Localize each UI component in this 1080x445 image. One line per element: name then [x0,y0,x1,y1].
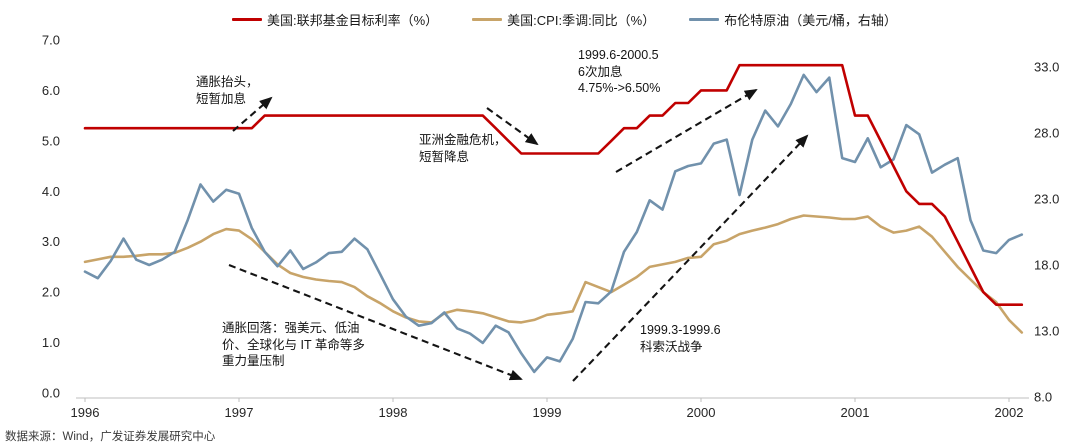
left-axis-tick-label: 2.0 [42,285,60,300]
x-axis-tick-label: 2001 [841,405,870,420]
legend-item-brent: 布伦特原油（美元/桶，右轴） [689,10,897,29]
left-axis-tick-label: 7.0 [42,32,60,47]
x-axis-tick-label: 2002 [995,405,1024,420]
annotation-six-rate-hikes: 1999.6-2000.5 6次加息 4.75%->6.50% [578,48,661,95]
annotation-arrow-inflation-pickup [232,96,273,132]
annotation-arrow-kosovo-war [572,134,809,382]
left-axis-tick-label: 1.0 [42,335,60,350]
legend-label: 布伦特原油（美元/桶，右轴） [724,13,897,28]
series-line-cpi [83,214,1024,334]
fed-funds-line-swatch [232,17,262,22]
x-axis-tick-label: 1997 [225,405,254,420]
left-axis-tick-label: 0.0 [42,386,60,401]
right-axis-tick-label: 8.0 [1034,390,1052,405]
cpi-line-swatch [472,17,503,22]
series-line-brent [83,73,1024,374]
right-axis-tick-label: 18.0 [1034,258,1059,273]
left-axis-tick-label: 4.0 [42,184,60,199]
right-axis-tick-label: 33.0 [1034,60,1059,75]
left-axis-tick-label: 5.0 [42,133,60,148]
annotation-arrow-asian-financial-crisis [486,107,539,146]
x-axis-tick-label: 1996 [71,405,100,420]
legend: 美国:联邦基金目标利率（%） 美国:CPI:季调:同比（%） 布伦特原油（美元/… [232,10,897,29]
right-axis-tick-label: 13.0 [1034,324,1059,339]
series-line-fed-funds [83,63,1024,307]
left-axis-tick-label: 3.0 [42,234,60,249]
annotation-kosovo-war: 1999.3-1999.6 科索沃战争 [640,323,721,354]
x-axis-tick-label: 2000 [687,405,716,420]
annotation-asian-financial-crisis: 亚洲金融危机， 短暂降息 [419,133,507,164]
annotation-inflation-decline: 通胀回落：强美元、低油 价、全球化与 IT 革命等多 重力量压制 [222,321,365,368]
legend-label: 美国:联邦基金目标利率（%） [267,13,439,28]
legend-item-fed-funds: 美国:联邦基金目标利率（%） [232,10,438,29]
right-axis-tick-label: 28.0 [1034,126,1059,141]
brent-line-swatch [689,17,720,22]
data-source-note: 数据来源：Wind，广发证券发展研究中心 [5,431,216,443]
annotation-inflation-pickup: 通胀抬头， 短暂加息 [196,75,259,106]
right-axis-tick-label: 23.0 [1034,192,1059,207]
annotation-arrow-inflation-decline [228,264,523,381]
x-axis-tick-label: 1998 [379,405,408,420]
legend-label: 美国:CPI:季调:同比（%） [507,13,656,28]
legend-item-cpi: 美国:CPI:季调:同比（%） [472,10,655,29]
left-axis-tick-label: 6.0 [42,83,60,98]
annotation-arrow-six-rate-hikes [615,88,758,173]
x-axis-tick-label: 1999 [533,405,562,420]
